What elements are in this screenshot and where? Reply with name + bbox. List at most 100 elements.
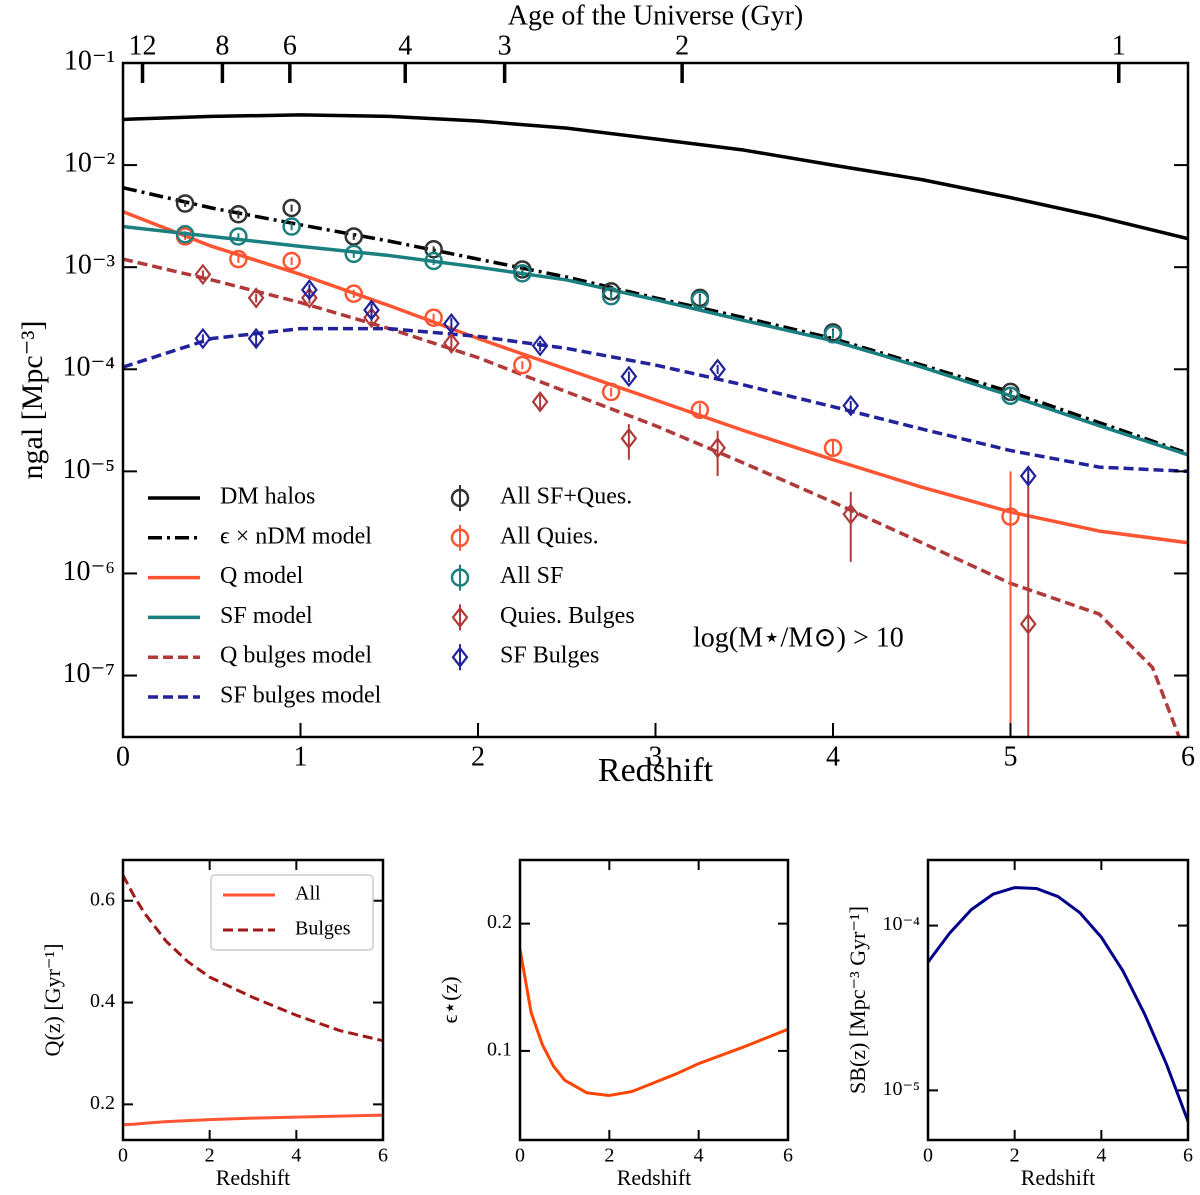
marker bbox=[531, 391, 549, 413]
line bbox=[928, 886, 1188, 1122]
y-tick-label: 10⁻⁵ bbox=[882, 1078, 920, 1100]
legend-label: SF Bulges bbox=[500, 643, 599, 669]
marker bbox=[513, 264, 532, 283]
y-tick-label: 10⁻⁶ bbox=[62, 556, 115, 587]
marker bbox=[175, 194, 195, 213]
x-tick-label: 4 bbox=[1096, 1145, 1106, 1167]
marker bbox=[442, 332, 460, 354]
y-tick-label: 10⁻¹ bbox=[64, 45, 115, 76]
legend-label: Q bulges model bbox=[220, 643, 372, 669]
x-tick-label: 6 bbox=[1181, 741, 1195, 772]
marker bbox=[620, 427, 638, 450]
marker bbox=[194, 327, 212, 350]
x-tick-label: 5 bbox=[1004, 741, 1018, 772]
marker bbox=[175, 225, 195, 244]
x2-tick-label: 4 bbox=[398, 30, 412, 61]
x2-axis-label: Age of the Universe (Gyr) bbox=[508, 0, 803, 31]
legend-label: All bbox=[295, 883, 321, 905]
x2-tick-label: 6 bbox=[283, 30, 297, 61]
x-tick-label: 2 bbox=[1010, 1145, 1020, 1167]
line bbox=[520, 948, 788, 1097]
x2-tick-label: 2 bbox=[675, 30, 689, 61]
x-tick-label: 4 bbox=[291, 1145, 301, 1167]
x-tick-label: 6 bbox=[1183, 1145, 1193, 1167]
x2-tick-label: 12 bbox=[129, 30, 157, 61]
legend-label: All SF bbox=[500, 563, 563, 589]
marker bbox=[442, 312, 460, 335]
x-axis-label: Redshift bbox=[617, 1165, 692, 1190]
marker bbox=[229, 249, 248, 269]
x2-tick-label: 1 bbox=[1112, 30, 1126, 61]
y-axis-label: Q(z) [Gyr⁻¹] bbox=[40, 944, 65, 1057]
marker bbox=[690, 400, 710, 420]
marker bbox=[282, 251, 301, 271]
marker bbox=[1001, 386, 1020, 406]
marker bbox=[513, 355, 532, 375]
legend-label: SF model bbox=[220, 603, 313, 629]
legend-label: Q model bbox=[220, 563, 304, 589]
legend-handle bbox=[451, 606, 469, 629]
x-tick-label: 1 bbox=[294, 741, 308, 772]
x-tick-label: 4 bbox=[694, 1145, 704, 1167]
line bbox=[123, 1113, 383, 1127]
line bbox=[123, 113, 1188, 241]
y-tick-label: 0.4 bbox=[90, 990, 115, 1012]
annotation: log(M⋆/M⊙) > 10 bbox=[693, 622, 904, 653]
marker bbox=[344, 244, 363, 264]
x2-tick-label: 8 bbox=[215, 30, 229, 61]
marker bbox=[300, 287, 318, 309]
x-axis-label: Redshift bbox=[216, 1165, 291, 1190]
marker bbox=[709, 358, 727, 381]
marker bbox=[344, 227, 363, 246]
y-axis-label: ϵ⋆(z) bbox=[437, 976, 462, 1023]
marker bbox=[1001, 507, 1020, 526]
marker bbox=[229, 227, 248, 246]
marker bbox=[531, 334, 549, 357]
line bbox=[123, 874, 383, 1043]
legend-label: Quies. Bulges bbox=[500, 603, 635, 629]
marker bbox=[194, 263, 212, 286]
x-tick-label: 2 bbox=[205, 1145, 215, 1167]
line bbox=[123, 326, 1188, 474]
plot-area bbox=[928, 886, 1188, 1122]
legend-label: Bulges bbox=[295, 918, 351, 940]
y-tick-label: 0.2 bbox=[487, 911, 512, 933]
marker bbox=[601, 286, 621, 306]
x-tick-label: 0 bbox=[116, 741, 130, 772]
legend-handle bbox=[450, 528, 470, 548]
y-tick-label: 10⁻⁴ bbox=[62, 352, 115, 383]
marker bbox=[229, 204, 248, 224]
axes-frame bbox=[926, 858, 1190, 1142]
x-tick-label: 6 bbox=[378, 1145, 388, 1167]
marker bbox=[282, 198, 301, 218]
plot-area bbox=[520, 948, 788, 1097]
x-tick-label: 0 bbox=[923, 1145, 933, 1167]
x-tick-label: 6 bbox=[783, 1145, 793, 1167]
line bbox=[123, 257, 1181, 737]
marker bbox=[282, 217, 301, 236]
legend-label: All SF+Ques. bbox=[500, 484, 632, 510]
x-tick-label: 2 bbox=[604, 1145, 614, 1167]
plot-area bbox=[123, 874, 383, 1127]
x-tick-label: 4 bbox=[826, 741, 840, 772]
marker bbox=[363, 299, 380, 321]
x2-tick-label: 3 bbox=[498, 30, 512, 61]
legend-handle bbox=[450, 568, 470, 587]
x-tick-label: 0 bbox=[515, 1145, 525, 1167]
marker bbox=[842, 394, 860, 417]
legend-label: SF bulges model bbox=[220, 683, 382, 709]
x-tick-label: 0 bbox=[118, 1145, 128, 1167]
marker bbox=[424, 251, 443, 271]
marker bbox=[344, 284, 363, 303]
x-axis-label: Redshift bbox=[1021, 1165, 1096, 1190]
x-tick-label: 3 bbox=[649, 741, 663, 772]
y-tick-label: 0.6 bbox=[90, 888, 115, 910]
marker bbox=[601, 382, 621, 402]
y-axis-label: SB(z) [Mpc⁻³ Gyr⁻¹] bbox=[845, 906, 870, 1094]
marker bbox=[1019, 465, 1037, 487]
legend-label: DM halos bbox=[220, 484, 315, 510]
y-tick-label: 10⁻⁷ bbox=[62, 658, 115, 689]
marker bbox=[620, 365, 638, 388]
